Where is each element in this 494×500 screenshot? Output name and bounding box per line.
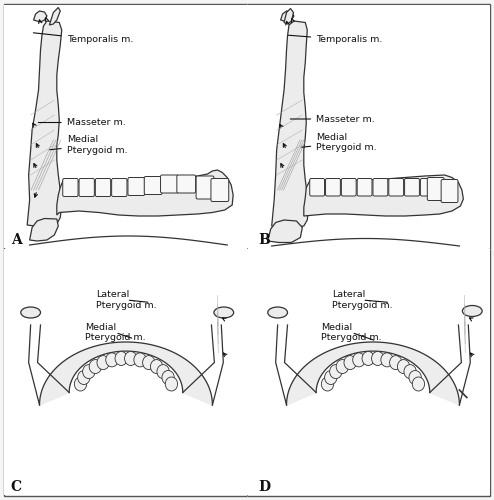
Polygon shape [30,218,58,241]
Ellipse shape [336,360,349,374]
FancyBboxPatch shape [326,178,340,196]
Text: Temporalis m.: Temporalis m. [34,33,133,44]
Text: Masseter m.: Masseter m. [39,118,125,127]
Text: Lateral
Pterygoid m.: Lateral Pterygoid m. [96,290,157,310]
Ellipse shape [325,370,337,384]
Ellipse shape [78,370,90,384]
Ellipse shape [268,307,288,318]
Bar [247,4,490,248]
Polygon shape [27,21,62,226]
FancyBboxPatch shape [341,178,356,196]
FancyBboxPatch shape [112,178,127,196]
Ellipse shape [397,360,410,374]
FancyBboxPatch shape [128,178,145,196]
Ellipse shape [404,364,416,378]
Ellipse shape [74,377,86,391]
Ellipse shape [134,353,146,367]
Text: Lateral
Pterygoid m.: Lateral Pterygoid m. [332,290,393,310]
Ellipse shape [214,307,234,318]
Text: Medial
Pterygoid m.: Medial Pterygoid m. [321,323,382,342]
Polygon shape [49,8,60,25]
Ellipse shape [143,356,155,370]
Ellipse shape [362,352,374,366]
FancyBboxPatch shape [95,178,111,196]
FancyBboxPatch shape [405,178,419,196]
FancyBboxPatch shape [196,176,214,199]
Ellipse shape [89,360,102,374]
Bar [247,249,490,495]
Text: Medial
Pterygoid m.: Medial Pterygoid m. [302,133,377,152]
Text: B: B [258,234,270,247]
Ellipse shape [344,356,356,370]
Ellipse shape [21,307,41,318]
Text: Masseter m.: Masseter m. [290,114,375,124]
Ellipse shape [462,306,482,316]
FancyBboxPatch shape [161,175,178,193]
Ellipse shape [162,370,174,384]
Ellipse shape [82,364,95,378]
Text: D: D [258,480,270,494]
Ellipse shape [124,352,137,366]
FancyBboxPatch shape [144,176,162,194]
FancyBboxPatch shape [357,178,372,196]
FancyBboxPatch shape [373,178,388,196]
FancyBboxPatch shape [420,178,435,196]
Ellipse shape [329,364,342,378]
Ellipse shape [371,352,384,366]
Ellipse shape [150,360,163,374]
FancyBboxPatch shape [79,178,94,196]
Text: A: A [11,234,22,247]
Polygon shape [284,8,293,24]
FancyBboxPatch shape [389,178,404,196]
Ellipse shape [157,364,169,378]
Ellipse shape [97,356,109,370]
Polygon shape [34,11,47,22]
FancyBboxPatch shape [177,175,196,193]
FancyBboxPatch shape [441,180,458,203]
Text: Medial
Pterygoid m.: Medial Pterygoid m. [85,323,146,342]
Ellipse shape [353,353,365,367]
Text: C: C [11,480,22,494]
Polygon shape [304,175,463,216]
Bar [4,249,247,495]
Polygon shape [287,342,459,405]
Polygon shape [268,220,302,242]
Ellipse shape [390,356,402,370]
Ellipse shape [412,377,425,391]
FancyBboxPatch shape [427,178,444,201]
Text: Medial
Pterygoid m.: Medial Pterygoid m. [50,136,127,154]
Bar [4,4,247,248]
Ellipse shape [165,377,178,391]
Ellipse shape [409,370,421,384]
Polygon shape [272,21,309,228]
Polygon shape [57,170,233,216]
Polygon shape [40,342,212,405]
Ellipse shape [115,352,127,366]
Text: Temporalis m.: Temporalis m. [288,35,382,44]
Ellipse shape [381,353,393,367]
Ellipse shape [321,377,333,391]
FancyBboxPatch shape [211,178,229,202]
FancyBboxPatch shape [310,178,325,196]
Polygon shape [281,11,294,22]
FancyBboxPatch shape [63,178,78,196]
Ellipse shape [106,353,118,367]
